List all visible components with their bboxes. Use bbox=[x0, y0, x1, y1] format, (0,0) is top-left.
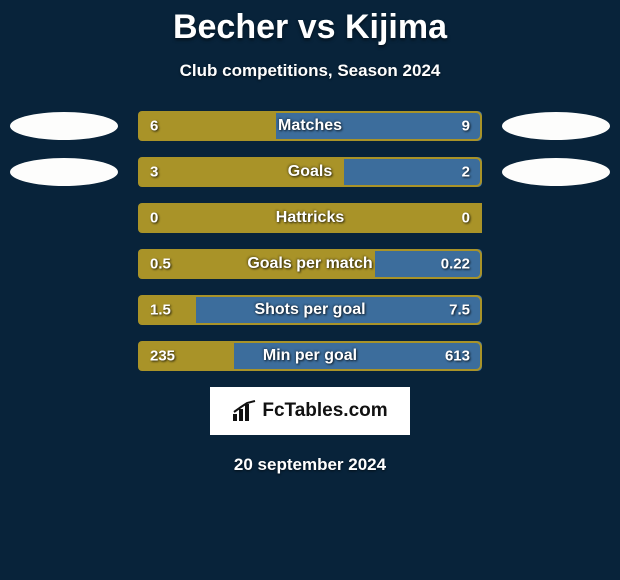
player-left-oval bbox=[10, 112, 118, 140]
stat-value-right: 9 bbox=[462, 118, 470, 135]
stat-label: Min per goal bbox=[263, 347, 357, 365]
bar-fill-left bbox=[138, 111, 276, 141]
comparison-row: Goals 3 2 bbox=[10, 157, 610, 187]
stat-bar: Goals per match 0.5 0.22 bbox=[138, 249, 482, 279]
logo-box[interactable]: FcTables.com bbox=[210, 387, 410, 435]
stat-value-left: 1.5 bbox=[150, 302, 171, 319]
stat-bar: Min per goal 235 613 bbox=[138, 341, 482, 371]
page-title: Becher vs Kijima bbox=[0, 0, 620, 47]
stat-label: Hattricks bbox=[276, 209, 344, 227]
stat-value-left: 3 bbox=[150, 164, 158, 181]
stat-value-left: 6 bbox=[150, 118, 158, 135]
fctables-logo-icon bbox=[232, 400, 258, 422]
title-player-right: Kijima bbox=[345, 8, 447, 46]
stat-label: Matches bbox=[278, 117, 342, 135]
subtitle: Club competitions, Season 2024 bbox=[0, 61, 620, 81]
stat-label: Goals per match bbox=[247, 255, 372, 273]
comparison-row: Hattricks 0 0 bbox=[10, 203, 610, 233]
date-label: 20 september 2024 bbox=[0, 455, 620, 475]
comparison-row: Min per goal 235 613 bbox=[10, 341, 610, 371]
stat-value-right: 613 bbox=[445, 348, 470, 365]
title-player-left: Becher bbox=[173, 8, 288, 46]
stat-value-left: 0 bbox=[150, 210, 158, 227]
stat-value-right: 2 bbox=[462, 164, 470, 181]
stat-bar: Goals 3 2 bbox=[138, 157, 482, 187]
stat-value-right: 0 bbox=[462, 210, 470, 227]
player-left-oval bbox=[10, 158, 118, 186]
stat-label: Shots per goal bbox=[254, 301, 365, 319]
player-right-oval bbox=[502, 158, 610, 186]
stat-bar: Matches 6 9 bbox=[138, 111, 482, 141]
comparison-row: Shots per goal 1.5 7.5 bbox=[10, 295, 610, 325]
comparison-row: Matches 6 9 bbox=[10, 111, 610, 141]
comparison-row: Goals per match 0.5 0.22 bbox=[10, 249, 610, 279]
stat-value-left: 235 bbox=[150, 348, 175, 365]
stat-value-left: 0.5 bbox=[150, 256, 171, 273]
stat-value-right: 7.5 bbox=[449, 302, 470, 319]
player-right-oval bbox=[502, 112, 610, 140]
comparison-chart: Matches 6 9 Goals 3 2 Hattricks 0 0 Goals per mat… bbox=[0, 111, 620, 371]
logo-text: FcTables.com bbox=[262, 400, 387, 422]
stat-bar: Shots per goal 1.5 7.5 bbox=[138, 295, 482, 325]
title-vs: vs bbox=[298, 8, 336, 46]
stat-value-right: 0.22 bbox=[441, 256, 470, 273]
stat-label: Goals bbox=[288, 163, 332, 181]
stat-bar: Hattricks 0 0 bbox=[138, 203, 482, 233]
